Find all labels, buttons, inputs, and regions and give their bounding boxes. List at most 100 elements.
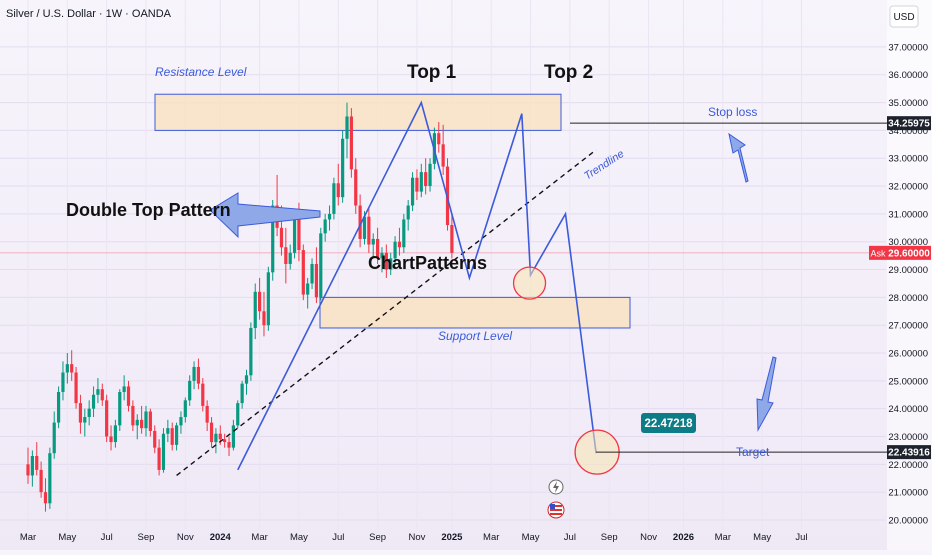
candle[interactable]	[341, 130, 345, 203]
candle[interactable]	[380, 247, 384, 273]
candle[interactable]	[153, 425, 157, 454]
candle[interactable]	[402, 213, 406, 253]
candle[interactable]	[65, 353, 69, 384]
lightning-icon[interactable]	[548, 479, 564, 495]
candle[interactable]	[74, 366, 78, 409]
candle[interactable]	[43, 478, 48, 512]
candle[interactable]	[253, 283, 257, 340]
candle[interactable]	[91, 386, 96, 418]
candle[interactable]	[105, 394, 109, 443]
candle[interactable]	[244, 369, 249, 395]
candle[interactable]	[126, 380, 131, 412]
candle[interactable]	[284, 227, 288, 284]
candle[interactable]	[336, 163, 340, 206]
candle[interactable]	[196, 358, 201, 390]
candle[interactable]	[371, 233, 375, 259]
candle[interactable]	[384, 244, 388, 278]
candle[interactable]	[437, 122, 441, 153]
candle[interactable]	[109, 425, 113, 451]
candle[interactable]	[231, 419, 235, 451]
candle[interactable]	[170, 422, 174, 451]
candle[interactable]	[349, 108, 353, 178]
candle[interactable]	[393, 236, 397, 264]
candle[interactable]	[131, 400, 135, 431]
candle[interactable]	[26, 447, 30, 484]
candle[interactable]	[450, 213, 454, 259]
candle[interactable]	[406, 199, 410, 231]
candle[interactable]	[323, 213, 327, 242]
candle[interactable]	[96, 378, 100, 404]
candle[interactable]	[376, 227, 380, 264]
candle[interactable]	[48, 447, 52, 509]
candle[interactable]	[183, 397, 187, 423]
candle[interactable]	[424, 158, 428, 195]
candle[interactable]	[428, 158, 432, 192]
candle[interactable]	[205, 400, 209, 431]
candle[interactable]	[148, 408, 152, 437]
candle[interactable]	[135, 414, 139, 440]
candle[interactable]	[367, 208, 371, 253]
candle[interactable]	[310, 258, 314, 290]
candle[interactable]	[157, 439, 161, 476]
candle[interactable]	[39, 461, 43, 498]
candle[interactable]	[56, 386, 61, 429]
candle[interactable]	[87, 400, 91, 426]
candle[interactable]	[314, 247, 319, 303]
candle[interactable]	[35, 442, 39, 476]
candle[interactable]	[306, 277, 310, 309]
target-badge[interactable]: 22.47218	[641, 413, 696, 433]
candle[interactable]	[166, 419, 170, 443]
candle[interactable]	[161, 428, 166, 473]
candle[interactable]	[61, 361, 65, 401]
candle[interactable]	[345, 102, 349, 159]
candle[interactable]	[52, 411, 56, 459]
candle[interactable]	[319, 227, 323, 301]
candle[interactable]	[30, 450, 34, 487]
candle[interactable]	[327, 205, 332, 231]
candle[interactable]	[332, 177, 336, 220]
candle[interactable]	[240, 380, 244, 409]
candle[interactable]	[292, 213, 297, 259]
support-zone[interactable]	[319, 296, 631, 329]
candle[interactable]	[301, 244, 305, 301]
time-axis[interactable]: Mar May Jul Sep Nov 2024 Mar May Jul Sep Nov 2025 Ma…	[20, 532, 808, 543]
candle[interactable]	[288, 244, 292, 270]
candle[interactable]	[201, 378, 205, 412]
candle[interactable]	[118, 389, 122, 431]
candle[interactable]	[249, 322, 253, 381]
candle[interactable]	[441, 124, 445, 175]
candle[interactable]	[262, 291, 266, 337]
candle[interactable]	[410, 172, 415, 212]
candle[interactable]	[174, 422, 179, 451]
candle[interactable]	[113, 419, 117, 448]
resistance-zone[interactable]	[154, 93, 562, 131]
candle[interactable]	[389, 252, 393, 276]
candle[interactable]	[236, 400, 240, 429]
candle[interactable]	[83, 408, 87, 437]
candle[interactable]	[192, 361, 196, 390]
candle[interactable]	[227, 436, 231, 456]
price-axis[interactable]: 20.00000 21.00000 22.00000 23.00000 24.00000…	[887, 0, 932, 550]
candle[interactable]	[209, 417, 214, 448]
candle[interactable]	[275, 174, 279, 237]
candle[interactable]	[70, 350, 74, 381]
candle[interactable]	[354, 158, 358, 214]
candle[interactable]	[415, 169, 419, 200]
us-flag-icon[interactable]	[547, 501, 565, 519]
candle[interactable]	[188, 375, 192, 406]
candle[interactable]	[419, 163, 423, 198]
candle[interactable]	[258, 277, 262, 320]
candle[interactable]	[144, 405, 148, 437]
candle[interactable]	[397, 227, 402, 256]
candle[interactable]	[140, 405, 144, 434]
double-top-path[interactable]	[237, 100, 597, 471]
candle[interactable]	[266, 266, 270, 331]
currency-button[interactable]: USD	[889, 5, 919, 28]
candle[interactable]	[223, 433, 227, 448]
candle[interactable]	[358, 194, 362, 248]
candle[interactable]	[100, 383, 104, 406]
candle[interactable]	[122, 375, 126, 401]
pullback-circle[interactable]	[512, 266, 547, 300]
candle[interactable]	[179, 411, 183, 434]
